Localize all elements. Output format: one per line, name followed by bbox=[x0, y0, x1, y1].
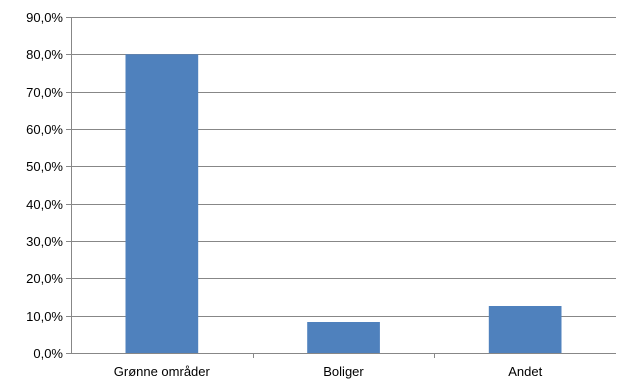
y-tick-label: 10,0% bbox=[26, 309, 63, 324]
y-tick-label: 20,0% bbox=[26, 271, 63, 286]
axes bbox=[66, 17, 616, 358]
y-tick-label: 70,0% bbox=[26, 85, 63, 100]
y-tick-label: 50,0% bbox=[26, 159, 63, 174]
bar bbox=[488, 306, 562, 353]
y-tick-label: 60,0% bbox=[26, 122, 63, 137]
y-tick-label: 40,0% bbox=[26, 197, 63, 212]
x-tick-label: Boliger bbox=[323, 364, 364, 379]
bar bbox=[125, 54, 199, 354]
y-tick-label: 80,0% bbox=[26, 47, 63, 62]
x-axis-tick-labels: Grønne områder Boliger Andet bbox=[114, 364, 543, 379]
x-tick-label: Andet bbox=[508, 364, 542, 379]
x-tick-label: Grønne områder bbox=[114, 364, 211, 379]
y-tick-label: 0,0% bbox=[33, 346, 63, 361]
y-tick-label: 90,0% bbox=[26, 10, 63, 25]
y-axis-tick-labels: 0,0% 10,0% 20,0% 30,0% 40,0% 50,0% 60,0% 70,0% 8… bbox=[26, 10, 63, 361]
bar bbox=[307, 322, 380, 353]
bars bbox=[125, 54, 562, 354]
y-tick-label: 30,0% bbox=[26, 234, 63, 249]
